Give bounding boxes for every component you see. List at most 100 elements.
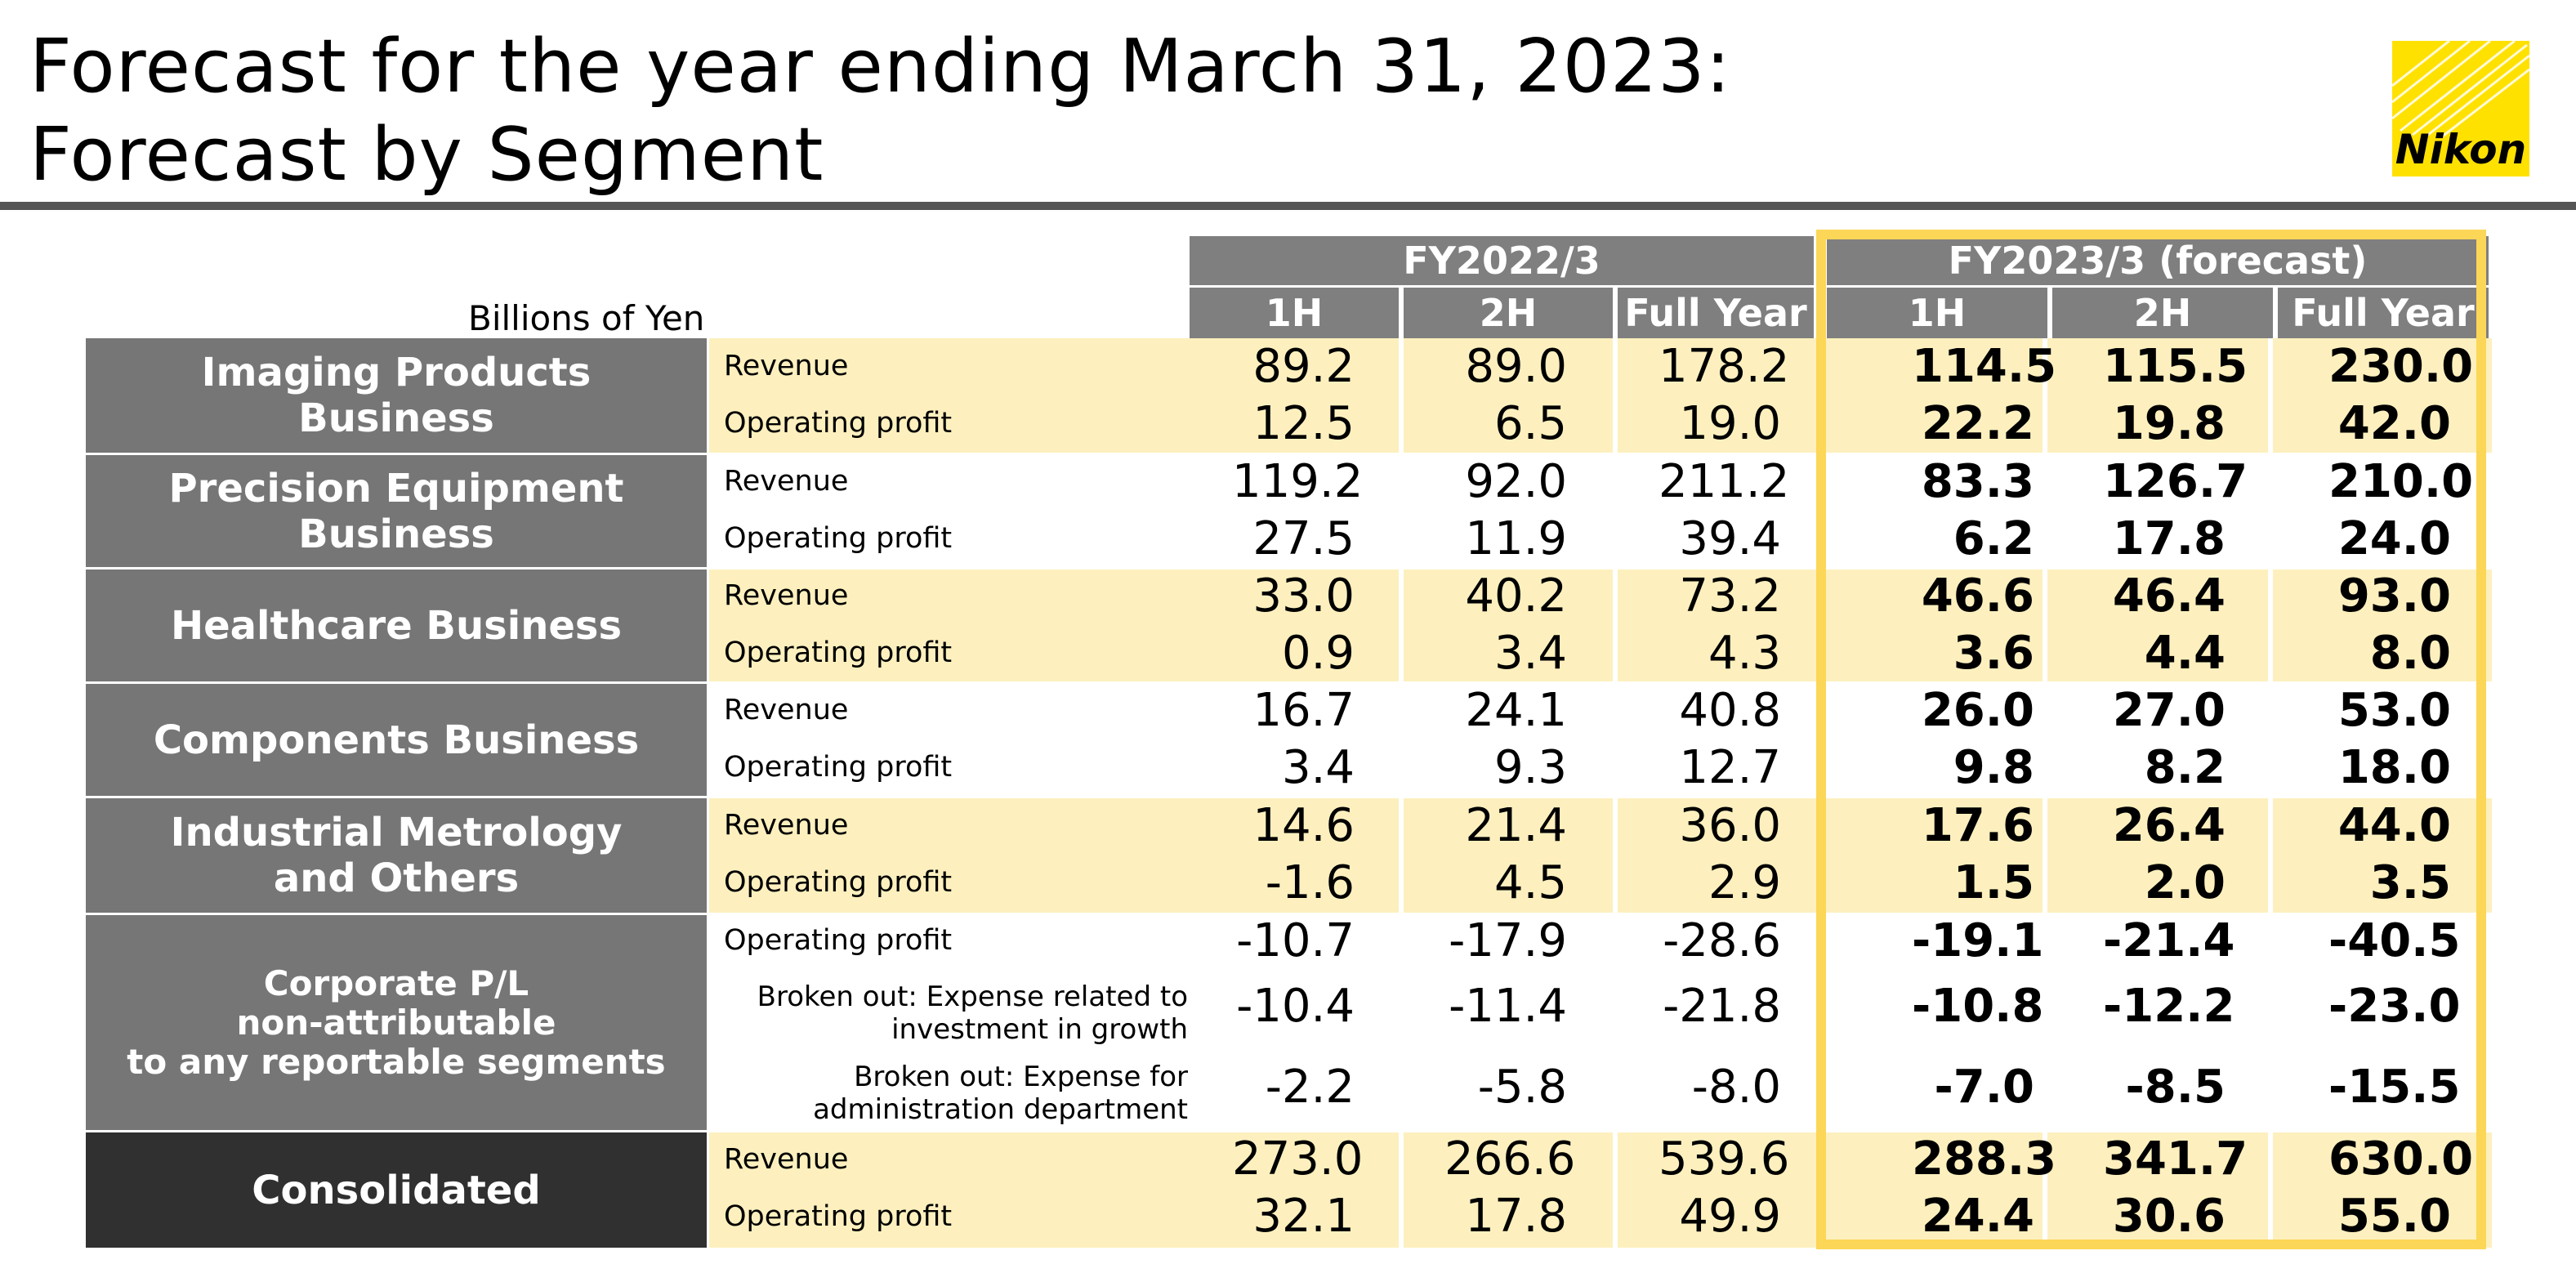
value-cell: 46.4 — [2112, 570, 2226, 623]
value-cell: -12.2 — [2103, 980, 2235, 1033]
value-cell: 36.0 — [1679, 799, 1781, 852]
segment-corporate-pl: Corporate P/L non-attributable to any repo… — [86, 915, 707, 1130]
value-cell: 39.4 — [1679, 512, 1781, 565]
value-cell: 24.1 — [1465, 684, 1567, 737]
value-cell: 44.0 — [2337, 799, 2451, 852]
row-label: Revenue — [724, 579, 849, 612]
value-cell: 14.6 — [1252, 799, 1355, 852]
row-label-breakout: Broken out: Expense related to investment… — [757, 980, 1188, 1046]
value-cell: 17.6 — [1921, 799, 2034, 852]
row-label: Revenue — [724, 809, 849, 842]
value-cell: 115.5 — [2103, 340, 2248, 393]
row-label: Revenue — [724, 350, 849, 382]
column-divider — [2268, 1132, 2273, 1248]
value-cell: -28.6 — [1663, 914, 1781, 967]
value-cell: 89.0 — [1465, 340, 1567, 393]
row-label: Operating profit — [724, 522, 953, 555]
value-cell: 178.2 — [1659, 340, 1790, 393]
value-cell: 3.4 — [1281, 741, 1355, 794]
column-divider — [2042, 798, 2047, 913]
value-cell: 46.6 — [1921, 570, 2034, 623]
column-divider — [1613, 570, 1618, 681]
row-label: Revenue — [724, 694, 849, 726]
value-cell: -23.0 — [2328, 980, 2461, 1033]
column-divider — [2268, 570, 2273, 681]
value-cell: 230.0 — [2328, 340, 2474, 393]
row-label: Revenue — [724, 465, 849, 498]
value-cell: 288.3 — [1912, 1132, 2057, 1186]
value-cell: 12.7 — [1679, 741, 1781, 794]
value-cell: -8.0 — [1691, 1061, 1781, 1114]
value-cell: 27.5 — [1252, 512, 1355, 565]
value-cell: 1.5 — [1953, 856, 2034, 909]
page-title: Forecast for the year ending March 31, 2… — [29, 23, 1731, 199]
value-cell: -21.8 — [1663, 980, 1781, 1033]
row-label: Operating profit — [724, 866, 953, 899]
value-cell: 6.5 — [1493, 397, 1567, 450]
value-cell: 92.0 — [1465, 455, 1567, 508]
value-cell: 126.7 — [2103, 455, 2248, 508]
value-cell: 4.4 — [2144, 627, 2226, 680]
value-cell: 9.8 — [1953, 741, 2034, 794]
value-cell: 24.0 — [2337, 512, 2451, 565]
value-cell: -2.2 — [1265, 1061, 1355, 1114]
segment-industrial-metrology: Industrial Metrology and Others — [86, 798, 707, 913]
row-label: Revenue — [724, 1143, 849, 1176]
value-cell: 83.3 — [1921, 455, 2034, 508]
value-cell: -10.7 — [1236, 914, 1355, 967]
col-header-fy2022-1h: 1H — [1190, 288, 1399, 338]
column-divider — [2268, 798, 2273, 913]
value-cell: 40.8 — [1679, 684, 1781, 737]
value-cell: 12.5 — [1252, 397, 1355, 450]
value-cell: 0.9 — [1281, 627, 1355, 680]
col-header-fy2023-1h: 1H — [1827, 288, 2047, 338]
value-cell: 210.0 — [2328, 455, 2474, 508]
value-cell: 32.1 — [1252, 1190, 1355, 1243]
value-cell: 33.0 — [1252, 570, 1355, 623]
row-band-consolidated — [709, 1132, 2492, 1248]
value-cell: 21.4 — [1465, 799, 1567, 852]
segment-precision-equipment: Precision Equipment Business — [86, 455, 707, 567]
value-cell: -19.1 — [1912, 914, 2044, 967]
segment-consolidated: Consolidated — [86, 1132, 707, 1248]
page-title-line1: Forecast for the year ending March 31, 2… — [29, 24, 1731, 109]
value-cell: 3.4 — [1493, 627, 1567, 680]
value-cell: 55.0 — [2337, 1190, 2451, 1243]
value-cell: -10.8 — [1912, 980, 2044, 1033]
column-divider — [1399, 798, 1404, 913]
column-divider — [1399, 1132, 1404, 1248]
segment-healthcare: Healthcare Business — [86, 570, 707, 681]
value-cell: 42.0 — [2337, 397, 2451, 450]
value-cell: 273.0 — [1232, 1132, 1364, 1186]
value-cell: -17.9 — [1449, 914, 1567, 967]
value-cell: 4.3 — [1708, 627, 1781, 680]
value-cell: 16.7 — [1252, 684, 1355, 737]
header-fy2023-forecast: FY2023/3 (forecast) — [1827, 236, 2489, 285]
value-cell: 89.2 — [1252, 340, 1355, 393]
col-header-fy2023-2h: 2H — [2052, 288, 2273, 338]
segment-imaging-products: Imaging Products Business — [86, 338, 707, 453]
column-divider — [2268, 338, 2273, 453]
value-cell: 93.0 — [2337, 570, 2451, 623]
forecast-highlight-frame — [1816, 230, 2486, 1249]
value-cell: 2.9 — [1708, 856, 1781, 909]
value-cell: 53.0 — [2337, 684, 2451, 737]
value-cell: 11.9 — [1465, 512, 1567, 565]
value-cell: 17.8 — [2112, 512, 2226, 565]
value-cell: 19.0 — [1679, 397, 1781, 450]
column-divider — [2042, 338, 2047, 453]
row-band-healthcare — [709, 570, 2492, 681]
col-header-fy2022-full-year: Full Year — [1618, 288, 1814, 338]
row-label-breakout: Broken out: Expense for administration de… — [813, 1061, 1188, 1126]
value-cell: 9.3 — [1493, 741, 1567, 794]
value-cell: 6.2 — [1953, 512, 2034, 565]
value-cell: 73.2 — [1679, 570, 1781, 623]
value-cell: -7.0 — [1934, 1061, 2034, 1114]
column-divider — [2042, 1132, 2047, 1248]
value-cell: 19.8 — [2112, 397, 2226, 450]
value-cell: 119.2 — [1232, 455, 1364, 508]
value-cell: 211.2 — [1659, 455, 1790, 508]
value-cell: 17.8 — [1465, 1190, 1567, 1243]
svg-text:Nikon: Nikon — [2395, 126, 2526, 173]
value-cell: -11.4 — [1449, 980, 1567, 1033]
